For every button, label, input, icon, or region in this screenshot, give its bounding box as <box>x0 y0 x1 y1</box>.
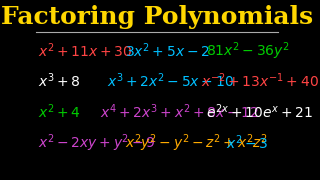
Text: $e^{2x}+10e^x+21$: $e^{2x}+10e^x+21$ <box>206 102 313 121</box>
Text: $x^2-2xy+y^2-9$: $x^2-2xy+y^2-9$ <box>38 132 156 154</box>
Text: $x^3+8$: $x^3+8$ <box>38 72 81 90</box>
Text: $81x^2-36y^2$: $81x^2-36y^2$ <box>206 40 290 62</box>
Text: $x^2-3$: $x^2-3$ <box>226 134 268 152</box>
Text: $x^4+2x^3+x^2+8x-12$: $x^4+2x^3+x^2+8x-12$ <box>100 102 259 121</box>
Text: $3x^2+5x-2$: $3x^2+5x-2$ <box>125 42 210 60</box>
Text: $x^2+11x+30$: $x^2+11x+30$ <box>38 42 133 60</box>
Text: Factoring Polynomials: Factoring Polynomials <box>1 5 313 29</box>
Text: $x^{-2}+13x^{-1}+40$: $x^{-2}+13x^{-1}+40$ <box>201 72 319 90</box>
Text: $x^2+4$: $x^2+4$ <box>38 102 81 121</box>
Text: $x^3+2x^2-5x-10$: $x^3+2x^2-5x-10$ <box>108 72 234 90</box>
Text: $x^2y^2-y^2-z^2+x^2z^2$: $x^2y^2-y^2-z^2+x^2z^2$ <box>125 132 268 154</box>
